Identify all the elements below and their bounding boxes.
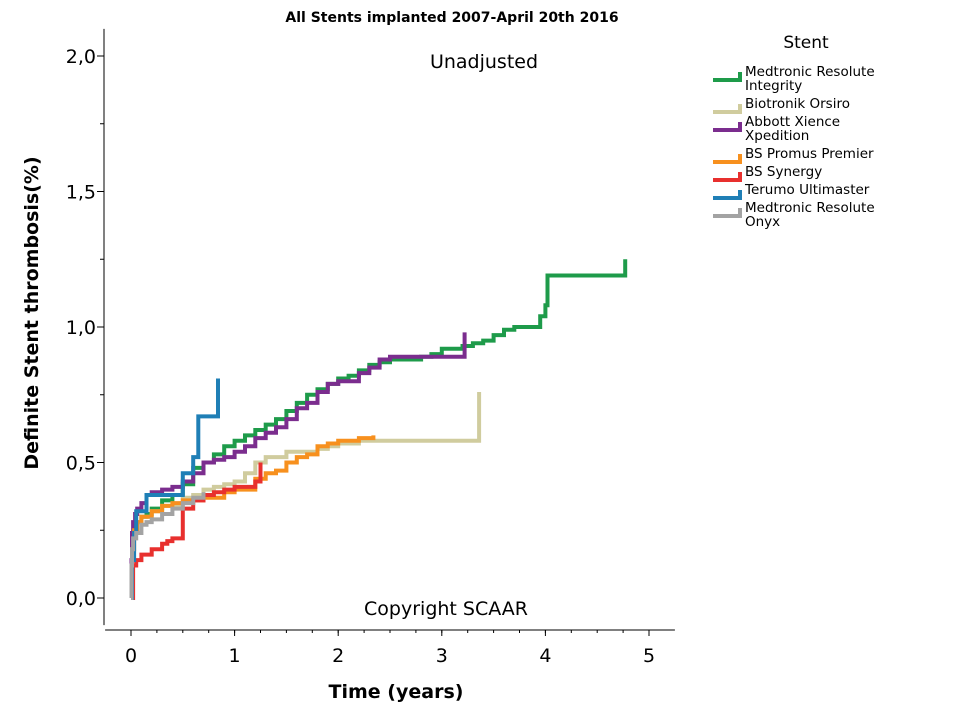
chart-title: All Stents implanted 2007-April 20th 201… [285,10,618,26]
y-axis: 0,0 0,5 1,0 1,5 2,0 [66,28,105,626]
legend-swatch [713,172,742,182]
x-tick-label: 1 [229,645,241,667]
legend-label: Xpedition [745,128,809,144]
x-tick-label: 2 [332,645,344,667]
legend-label: Medtronic Resolute [745,200,875,216]
legend-label: BS Synergy [745,164,822,180]
x-tick-label: 4 [539,645,551,667]
legend-label: Abbott Xience [745,114,840,130]
legend-label: Onyx [745,214,780,230]
legend-swatch [713,154,742,164]
y-tick-label: 2,0 [66,46,96,68]
legend-title: Stent [783,33,829,53]
annotation-copyright: Copyright SCAAR [364,598,528,620]
legend-entry: Biotronik Orsiro [713,96,850,114]
series-line-4 [131,462,263,600]
legend-swatch [713,122,742,132]
legend-entry: Terumo Ultimaster [713,182,870,200]
y-tick-label: 1,0 [66,317,96,339]
legend-swatch [713,72,742,82]
x-tick-label: 3 [436,645,448,667]
legend-entry: BS Promus Premier [713,146,874,164]
series-line-6 [129,492,206,600]
legend-swatch [713,104,742,114]
legend-label: BS Promus Premier [745,146,874,162]
legend-entry: BS Synergy [713,164,822,182]
annotation-unadjusted: Unadjusted [430,51,538,73]
legend-swatch [713,208,742,218]
series-line-2 [129,332,467,600]
y-tick-label: 0,0 [66,588,96,610]
x-axis: 0 1 2 3 4 5 [105,629,675,667]
legend-label: Integrity [745,78,802,94]
legend-label: Biotronik Orsiro [745,96,850,112]
series-line-0 [129,259,628,600]
series-layer [129,259,628,600]
legend: Stent Medtronic ResoluteIntegrityBiotron… [713,33,875,230]
x-tick-label: 0 [125,645,137,667]
legend-label: Terumo Ultimaster [744,182,870,198]
y-axis-title: Definite Stent thrombosis(%) [21,156,43,469]
series-line-3 [130,435,376,600]
x-tick-label: 5 [643,645,655,667]
legend-label: Medtronic Resolute [745,64,875,80]
x-axis-title: Time (years) [329,681,464,703]
y-tick-label: 1,5 [66,182,96,204]
y-tick-label: 0,5 [66,453,96,475]
legend-swatch [713,190,742,200]
